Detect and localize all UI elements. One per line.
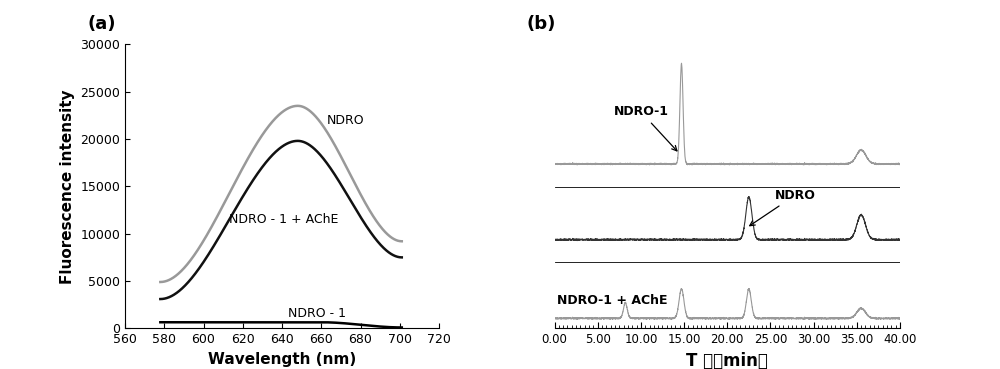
- Text: (b): (b): [527, 15, 556, 33]
- X-axis label: T 　（min）: T （min）: [686, 352, 768, 369]
- Text: NDRO - 1: NDRO - 1: [288, 307, 346, 320]
- Y-axis label: Fluorescence intensity: Fluorescence intensity: [60, 89, 75, 284]
- Text: NDRO-1 + AChE: NDRO-1 + AChE: [557, 294, 668, 307]
- Text: NDRO: NDRO: [750, 189, 816, 226]
- Text: NDRO - 1 + AChE: NDRO - 1 + AChE: [229, 213, 338, 226]
- Text: NDRO: NDRO: [327, 114, 365, 127]
- X-axis label: Wavelength (nm): Wavelength (nm): [208, 352, 356, 367]
- Text: (a): (a): [87, 15, 116, 33]
- Text: NDRO-1: NDRO-1: [613, 105, 677, 151]
